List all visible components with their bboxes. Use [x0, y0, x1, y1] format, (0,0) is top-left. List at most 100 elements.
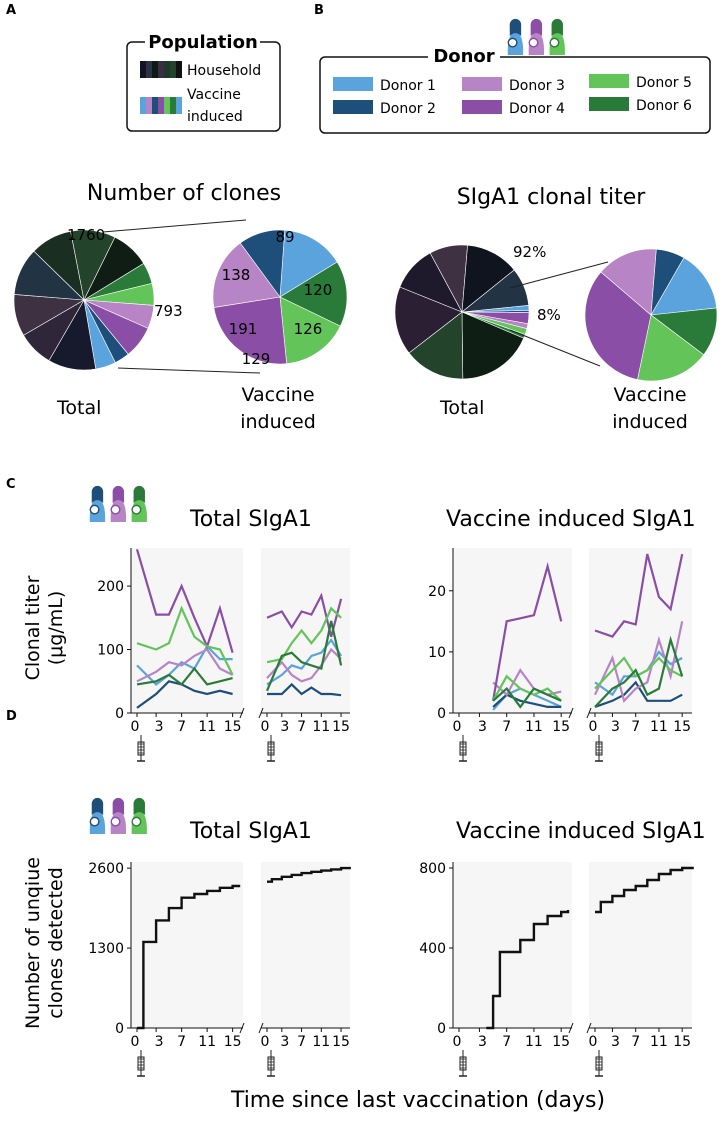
period2-background: [261, 548, 350, 713]
icon-hair: [91, 799, 104, 815]
household-swatch-stripe: [140, 61, 146, 78]
icon-baby: [131, 816, 142, 827]
pie2-slice: [213, 296, 287, 365]
donor-legend-swatch: [462, 100, 502, 114]
pie2-data-label: 89: [275, 228, 294, 246]
period1-background: [131, 548, 243, 713]
pie2-label-line1: Vaccine: [241, 384, 314, 406]
syringe-icon: [459, 1050, 467, 1077]
pie2-slice: [239, 229, 286, 298]
pie4-slice: [600, 248, 657, 316]
syringe-barrel: [137, 741, 145, 756]
x-tick-label: 11: [198, 1034, 216, 1050]
population-legend: Population Household Vaccine induced: [126, 32, 281, 132]
series-line-donor-6: [594, 635, 684, 708]
vaccine-label-line2: induced: [187, 109, 243, 125]
vaccine-swatch-stripe: [140, 97, 146, 114]
x-tick-label: 0: [453, 1034, 462, 1050]
series-line-donor-3: [136, 648, 234, 683]
x-tick-label: 3: [280, 1034, 289, 1050]
icon-baby: [110, 504, 121, 515]
line-title-total: Total SIgA1: [189, 507, 312, 532]
x-tick-label: 7: [297, 1034, 306, 1050]
cumulative-step-line: [267, 866, 351, 883]
syringe-barrel: [137, 1056, 145, 1071]
pie2-data-label: 129: [242, 350, 271, 368]
series-line-donor-1: [136, 644, 233, 686]
axis-break-mark: [568, 707, 574, 719]
y-tick-label: 100: [97, 643, 124, 659]
icon-hair: [112, 799, 125, 815]
x-tick-label: 3: [478, 719, 487, 735]
x-tick-label: 11: [525, 719, 543, 735]
panel-letter-b: B: [314, 3, 324, 18]
mother-baby-icon: [507, 18, 524, 55]
x-tick-label: 3: [155, 1034, 164, 1050]
series-line-donor-3: [492, 668, 562, 697]
donor-legend-swatch: [333, 100, 373, 114]
population-legend-title: Population: [148, 32, 258, 53]
pie1-label-total: Total: [56, 397, 101, 419]
series-line-donor-2: [594, 680, 683, 708]
x-tick-label: 15: [673, 1034, 691, 1050]
vaccine-swatch: [140, 97, 182, 114]
x-tick-label: 11: [650, 719, 668, 735]
period1-background: [131, 862, 243, 1028]
x-tick-label: 3: [478, 1034, 487, 1050]
series-line-donor-4: [594, 553, 684, 638]
cumulative-step-line: [486, 910, 570, 1030]
pie1-connector-top: [102, 219, 247, 233]
mother-baby-icon: [110, 797, 127, 834]
x-tick-label: 11: [198, 719, 216, 735]
series-line-donor-1: [266, 638, 343, 686]
syringe-icon: [595, 735, 603, 762]
x-tick-label: 11: [312, 719, 330, 735]
pie3-annotation-household: 92%: [513, 243, 546, 261]
series-line-donor-5: [594, 656, 683, 690]
x-tick-label: 7: [631, 1034, 640, 1050]
step-title-total: Total SIgA1: [189, 819, 312, 844]
icon-hair: [133, 487, 145, 503]
series-line-donor-4: [492, 561, 563, 701]
syringe-barrel: [595, 1056, 603, 1071]
x-tick-label: 7: [177, 719, 186, 735]
vaccine-label-line1: Vaccine: [187, 87, 241, 103]
donor-legend-label: Donor 4: [509, 101, 565, 117]
panel-letter-d: D: [6, 709, 17, 724]
mother-baby-icon: [89, 485, 106, 522]
household-swatch-stripe: [170, 61, 176, 78]
x-tick-label: 7: [297, 719, 306, 735]
pie2-slice: [212, 242, 281, 308]
series-line-donor-3: [266, 647, 342, 683]
donor-legend-label: Donor 3: [509, 78, 565, 94]
step-ylabel-line1: Number of unqiue: [22, 857, 44, 1029]
household-swatch-stripe: [158, 61, 164, 78]
x-tick-label: 7: [502, 1034, 511, 1050]
line-ylabel-line1: Clonal titer: [22, 575, 44, 680]
axis-break-mark: [258, 1022, 264, 1034]
syringe-icon: [267, 735, 275, 762]
icon-hair: [133, 799, 145, 815]
axis-break-mark: [239, 1022, 245, 1034]
donor-legend: Donor Donor 1 Donor 2 Donor 3 Donor 4 Donor …: [319, 18, 711, 134]
x-axis-label: Time since last vaccination (days): [230, 1088, 605, 1113]
icon-baby: [89, 816, 100, 827]
donor-legend-swatch: [589, 74, 629, 88]
household-swatch-stripe: [164, 61, 170, 78]
y-tick-label: 0: [437, 1021, 446, 1037]
line-title-vaccine: Vaccine induced SIgA1: [446, 507, 696, 532]
vaccine-swatch-stripe: [170, 97, 176, 114]
axis-break-mark: [586, 1022, 592, 1034]
pie2-data-label: 138: [222, 266, 251, 284]
pie4-label-line1: Vaccine: [613, 384, 686, 406]
donor-legend-label: Donor 2: [380, 101, 436, 117]
icon-hair: [551, 20, 563, 36]
axis-break-mark: [258, 707, 264, 719]
x-tick-label: 7: [177, 1034, 186, 1050]
pie3-label-total: Total: [439, 397, 484, 419]
syringe-icon: [595, 1050, 603, 1077]
step-ylabel-line2: clones detected: [45, 867, 67, 1019]
x-tick-label: 0: [131, 719, 140, 735]
syringe-barrel: [459, 741, 467, 756]
y-tick-label: 2600: [88, 861, 124, 877]
